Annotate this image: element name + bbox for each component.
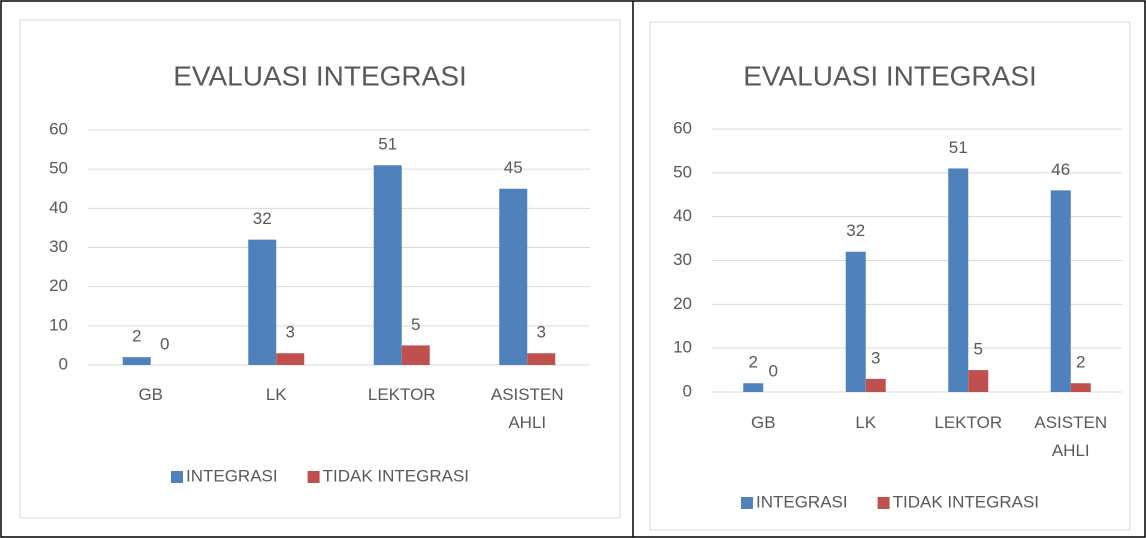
data-label: 5 [411,315,420,334]
x-tick-label: LK [265,385,287,404]
chart-title: EVALUASI INTEGRASI [743,60,1037,91]
legend-swatch [740,497,753,509]
y-tick-label: 60 [49,119,68,138]
x-tick-label: GB [750,413,776,432]
y-tick-label: 40 [49,198,68,217]
y-tick-label: 60 [673,118,692,137]
y-tick-label: 0 [683,381,692,400]
y-tick-label: 10 [49,315,68,334]
y-tick-label: 30 [673,250,692,269]
data-label: 46 [1051,160,1070,179]
bar [527,353,556,365]
y-tick-label: 10 [673,338,692,357]
y-tick-label: 50 [49,159,68,178]
x-tick-label: ASISTEN AHLI [490,385,564,432]
data-label: 2 [132,327,141,346]
bar [1050,190,1071,392]
y-tick-label: 0 [59,354,68,373]
bar [499,188,528,365]
legend-swatch [307,471,320,483]
bar [276,353,305,365]
bar [373,165,402,365]
legend-swatch [877,497,890,509]
y-tick-label: 40 [673,206,692,225]
bar [968,370,989,392]
bar [248,239,277,365]
data-label: 51 [378,135,397,154]
bar [845,251,866,392]
bar [865,378,886,392]
x-tick-label: ASISTEN AHLI [1034,413,1108,460]
legend-swatch [170,471,183,483]
chart-area [649,21,1131,531]
bar [743,383,764,392]
x-tick-label: LEKTOR [367,385,436,404]
data-label: 32 [253,209,272,228]
y-tick-label: 50 [673,162,692,181]
bar [1070,383,1091,392]
chart-area [19,19,621,519]
data-label: 3 [537,323,546,342]
bar [401,345,430,365]
data-label: 51 [949,138,968,157]
legend-label: INTEGRASI [186,466,278,485]
data-label: 0 [769,361,778,380]
data-label: 45 [504,158,523,177]
x-tick-label: LK [855,413,877,432]
data-label: 3 [871,348,880,367]
data-label: 0 [160,334,169,353]
y-tick-label: 30 [49,237,68,256]
data-label: 5 [974,340,983,359]
y-tick-label: 20 [49,276,68,295]
y-tick-label: 20 [673,294,692,313]
x-tick-label: LEKTOR [934,413,1003,432]
legend-label: INTEGRASI [756,492,848,511]
legend-label: TIDAK INTEGRASI [893,492,1039,511]
x-tick-label: GB [138,385,164,404]
data-label: 32 [846,221,865,240]
data-label: 2 [1076,353,1085,372]
data-label: 2 [749,353,758,372]
legend-label: TIDAK INTEGRASI [323,466,469,485]
bar [948,168,969,392]
data-label: 3 [286,323,295,342]
chart-title: EVALUASI INTEGRASI [173,60,467,91]
bar [122,357,151,365]
